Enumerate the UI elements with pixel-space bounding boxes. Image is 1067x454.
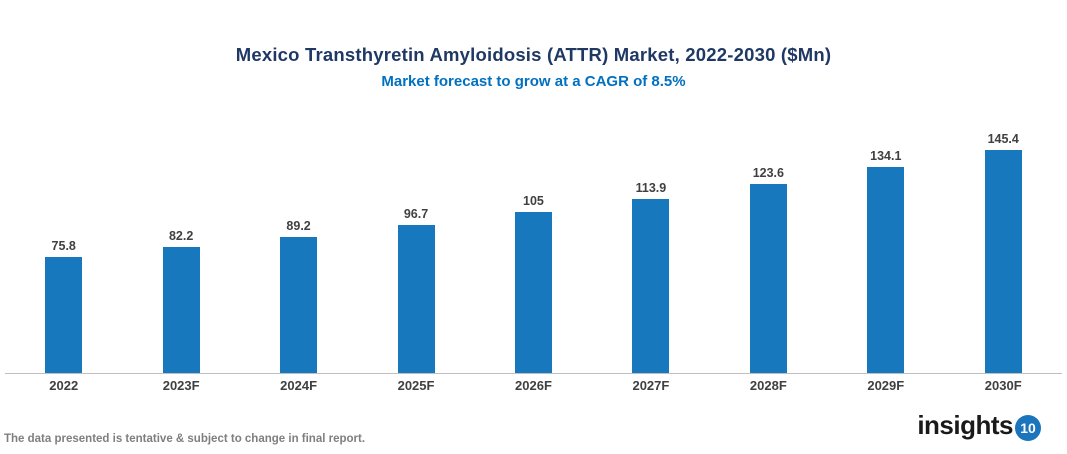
bar: [45, 257, 83, 374]
bar-value-label: 75.8: [51, 239, 76, 253]
bar: [984, 150, 1022, 374]
chart-header: Mexico Transthyretin Amyloidosis (ATTR) …: [0, 44, 1067, 90]
x-axis-tick-label: 2024F: [280, 378, 318, 393]
footer-disclaimer: The data presented is tentative & subjec…: [4, 433, 366, 445]
bar-value-label: 96.7: [403, 207, 429, 221]
bar-column: 89.2: [240, 219, 357, 374]
bar: [280, 237, 318, 374]
x-axis-tick-label: 2023F: [162, 378, 200, 393]
bar-column: 75.8: [5, 239, 122, 374]
plot-area: 75.8 82.2 89.2 96.7 105 113.9 123.6 134.1 145.4: [5, 108, 1062, 374]
bar: [749, 184, 787, 374]
bar-column: 82.2: [122, 229, 239, 374]
bar-column: 113.9: [592, 181, 709, 374]
bar-column: 145.4: [945, 132, 1062, 374]
bar: [632, 199, 670, 374]
bar-value-label: 134.1: [870, 149, 902, 163]
x-axis-line: [5, 373, 1062, 374]
x-axis-tick-label: 2029F: [867, 378, 905, 393]
logo-text: insights: [917, 410, 1013, 440]
bar-column: 123.6: [710, 166, 827, 374]
logo-badge-circle: 10: [1015, 414, 1041, 441]
chart-title: Mexico Transthyretin Amyloidosis (ATTR) …: [235, 44, 832, 65]
bar: [867, 167, 905, 374]
x-axis-tick-label: 2026F: [515, 378, 552, 393]
insights10-logo: insights 10: [917, 410, 1041, 441]
x-axis-tick-label: 2030F: [984, 378, 1022, 393]
bar-value-label: 145.4: [987, 132, 1019, 146]
bar-value-label: 82.2: [168, 229, 194, 243]
bar-value-label: 123.6: [752, 166, 784, 180]
bar: [397, 225, 435, 374]
bar-value-label: 105: [523, 194, 544, 208]
bar: [162, 247, 200, 374]
bar-chart: 75.8 82.2 89.2 96.7 105 113.9 123.6 134.1 145.4: [5, 108, 1062, 374]
bar-value-label: 89.2: [286, 219, 311, 233]
x-axis-labels: 2022 2023F 2024F 2025F 2026F 2027F 2028F 2029F 2…: [5, 378, 1062, 393]
bar-value-label: 113.9: [635, 181, 667, 195]
x-axis-tick-label: 2028F: [749, 378, 787, 393]
x-axis-tick-label: 2027F: [632, 378, 670, 393]
bar-column: 96.7: [357, 207, 474, 374]
x-axis-tick-label: 2025F: [397, 378, 435, 393]
chart-subtitle: Market forecast to grow at a CAGR of 8.5…: [381, 73, 686, 90]
bar-column: 134.1: [827, 149, 944, 374]
x-axis-tick-label: 2022: [49, 378, 79, 393]
bar: [514, 212, 552, 374]
bar-column: 105: [475, 194, 592, 374]
